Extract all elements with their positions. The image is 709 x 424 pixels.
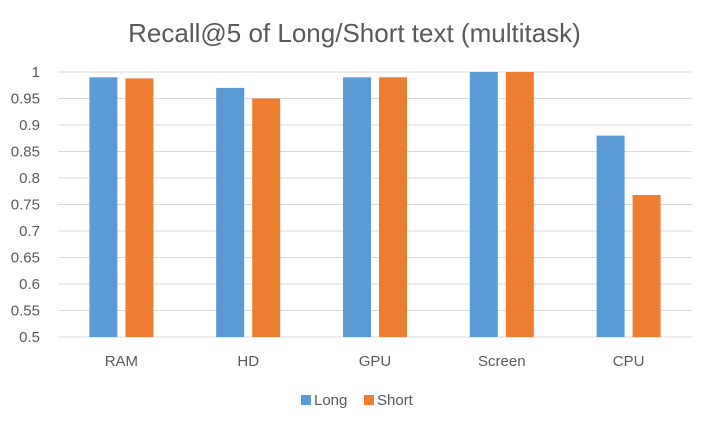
y-tick-label: 1 (32, 64, 40, 81)
x-tick-label: HD (237, 353, 259, 370)
bars (89, 72, 661, 338)
legend-label-long: Long (314, 392, 347, 409)
y-tick-label: 0.85 (11, 144, 40, 161)
y-axis-tick-labels: 0.5 0.55 0.6 0.65 0.7 0.75 0.8 0.85 0.9 0.95 1 (11, 64, 40, 346)
legend-swatch-long (301, 395, 311, 405)
gridlines (58, 71, 692, 338)
bar-short-hd (252, 98, 281, 337)
y-tick-label: 0.6 (19, 276, 40, 293)
y-tick-label: 0.7 (19, 223, 40, 240)
bar-long-hd (216, 87, 245, 338)
y-tick-label: 0.65 (11, 250, 40, 267)
bar-long-screen (469, 72, 498, 337)
legend-label-short: Short (377, 392, 414, 409)
bar-short-ram (125, 78, 154, 338)
x-tick-label: CPU (613, 353, 645, 370)
y-tick-label: 0.8 (19, 170, 40, 187)
legend-swatch-short (364, 395, 374, 405)
bar-short-screen (505, 72, 534, 337)
x-axis-tick-labels: RAM HD GPU Screen CPU (105, 353, 645, 370)
y-tick-label: 0.95 (11, 91, 40, 108)
y-tick-label: 0.75 (11, 197, 40, 214)
bar-short-cpu (632, 194, 661, 337)
bar-long-gpu (343, 77, 371, 338)
chart-title: Recall@5 of Long/Short text (multitask) (128, 18, 581, 48)
bar-long-ram (89, 77, 118, 338)
x-tick-label: RAM (105, 353, 138, 370)
y-tick-label: 0.55 (11, 303, 40, 320)
bar-short-gpu (379, 77, 407, 338)
x-tick-label: GPU (359, 353, 392, 370)
bar-long-cpu (596, 135, 625, 337)
legend: Long Short (301, 392, 414, 409)
x-tick-label: Screen (478, 353, 526, 370)
y-tick-label: 0.9 (19, 117, 40, 134)
y-tick-label: 0.5 (19, 329, 40, 346)
